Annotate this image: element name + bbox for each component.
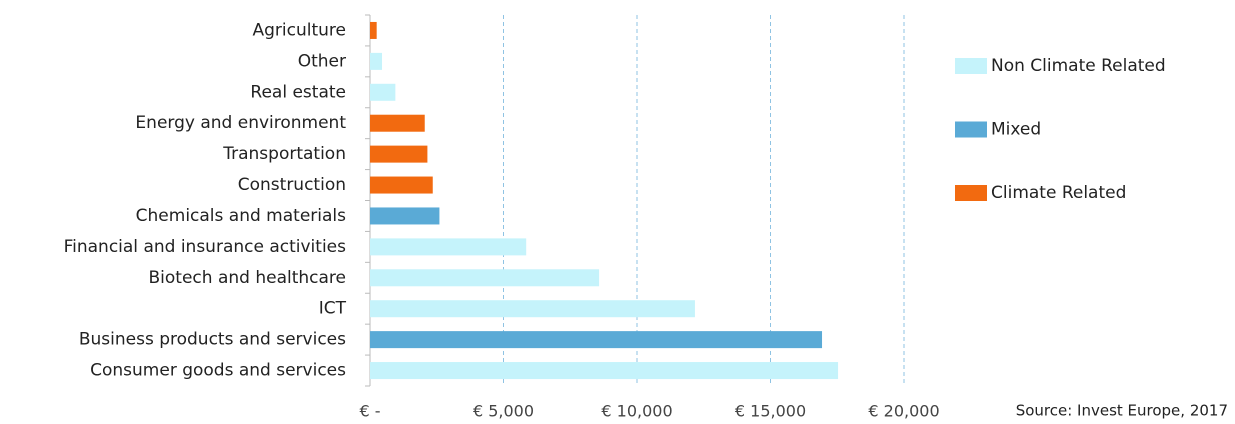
x-tick-label: € 15,000 [735,402,806,421]
y-tick-label: Financial and insurance activities [64,237,347,257]
y-tick-label: Transportation [222,144,346,164]
y-tick-label: Construction [238,175,346,195]
y-tick-label: Biotech and healthcare [149,268,346,288]
x-tick-label: € 10,000 [601,402,672,421]
bar [370,362,839,380]
bar [370,269,600,287]
y-tick-label: Agriculture [253,20,347,40]
legend-swatch [955,185,987,201]
bar [370,176,433,194]
legend-swatch [955,58,987,74]
bar [370,238,527,256]
source-note: Source: Invest Europe, 2017 [1016,402,1228,420]
bar [370,207,440,225]
bar [370,52,383,70]
x-tick-label: € 20,000 [868,402,939,421]
bar [370,145,428,163]
y-tick-label: Business products and services [79,330,346,350]
y-tick-label: Other [298,51,346,71]
legend-label: Climate Related [991,183,1126,203]
bar [370,300,695,318]
y-tick-label: Energy and environment [135,113,346,133]
y-tick-label: Chemicals and materials [136,206,346,226]
bar [370,114,425,132]
legend-label: Mixed [991,120,1041,140]
y-tick-label: Consumer goods and services [90,361,346,381]
legend-swatch [955,121,987,138]
bar [370,331,823,349]
y-tick-label: Real estate [250,82,346,102]
legend-label: Non Climate Related [991,56,1166,76]
x-tick-label: € 5,000 [473,402,534,421]
y-tick-label: ICT [319,299,347,319]
bar [370,21,377,39]
x-tick-label: € - [359,402,380,421]
bar [370,83,396,101]
